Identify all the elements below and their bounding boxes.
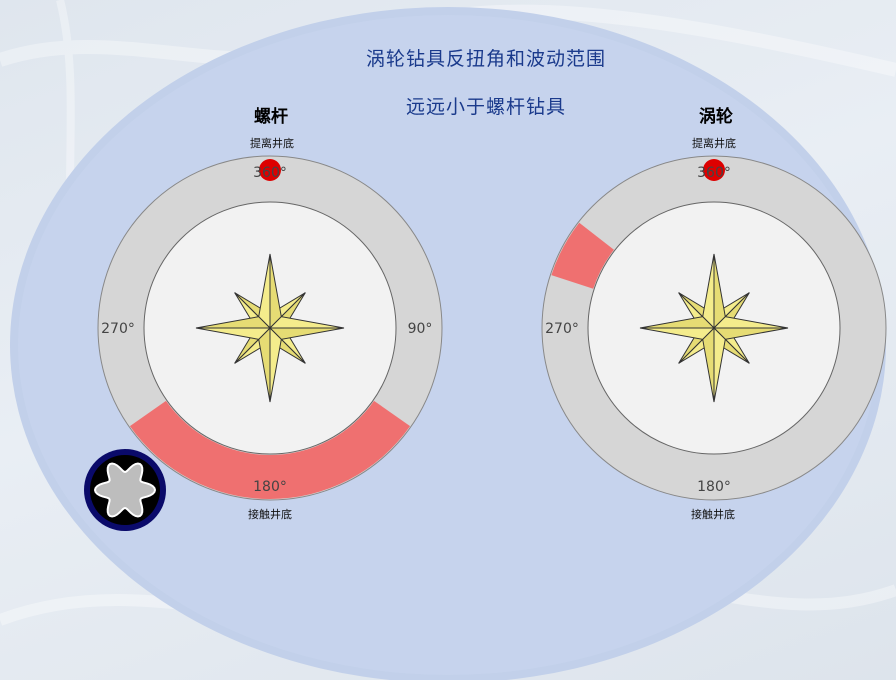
bottom-caption-screw: 接触井底 — [248, 508, 292, 521]
degree-label-270: 270° — [545, 321, 579, 337]
top-caption-turbine: 提离井底 — [692, 137, 736, 150]
reactive-torque-range-arc — [129, 400, 411, 499]
gauge-screw: 360° 90° 270° 180° — [97, 155, 443, 501]
reactive-torque-range-arc — [551, 222, 614, 289]
gauge-turbine: 360° 270° 180° — [541, 155, 887, 501]
degree-label-180: 180° — [697, 479, 731, 495]
gauge-title-screw: 螺杆 — [254, 107, 288, 127]
degree-label-90: 90° — [408, 321, 433, 337]
top-marker-dot — [259, 159, 281, 181]
bottom-caption-turbine: 接触井底 — [691, 508, 735, 521]
degree-label-360: 360° — [253, 165, 287, 181]
degree-label-360: 360° — [697, 165, 731, 181]
headline-line-2: 远远小于螺杆钻具 — [405, 96, 567, 118]
top-marker-dot — [703, 159, 725, 181]
headline-line-1: 涡轮钻具反扭角和波动范围 — [365, 48, 607, 70]
top-caption-screw: 提离井底 — [250, 137, 294, 150]
gauge-title-turbine: 涡轮 — [699, 107, 733, 127]
compass-rose-icon — [639, 253, 789, 403]
degree-label-180: 180° — [253, 479, 287, 495]
compass-rose-icon — [195, 253, 345, 403]
degree-label-270: 270° — [101, 321, 135, 337]
rotor-cross-section-icon — [84, 449, 166, 531]
